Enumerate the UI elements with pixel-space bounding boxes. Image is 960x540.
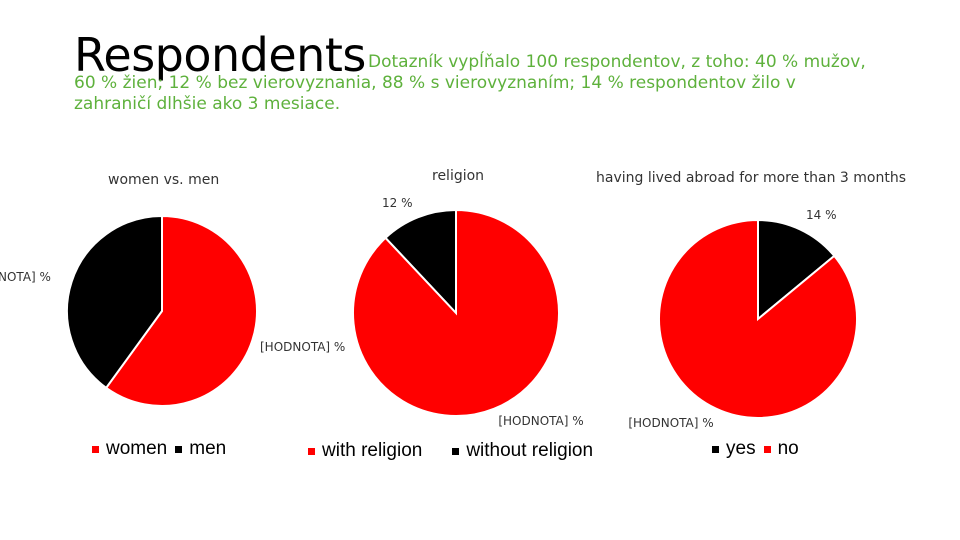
legend-swatch-women [92, 445, 99, 453]
pie-slice-with-religion [352, 208, 560, 417]
legend-item-without-religion: without religion [452, 440, 593, 462]
pie-slice-no [658, 218, 858, 419]
data-label-without-religion: 12 % [382, 196, 413, 210]
data-label-yes: 14 % [806, 208, 837, 222]
legend-label-women: women [106, 438, 168, 459]
legend-item-no: no [763, 438, 799, 460]
legend-gender: women men [92, 438, 234, 460]
page-subtitle: Dotazník vypĺňalo 100 respondentov, z to… [74, 52, 866, 114]
legend-swatch-yes [712, 445, 719, 453]
legend-label-with-religion: with religion [322, 440, 423, 461]
legend-swatch-men [175, 445, 183, 453]
legend-religion: with religion without religion [308, 440, 601, 462]
legend-label-without-religion: without religion [466, 440, 594, 461]
legend-item-yes: yes [712, 438, 756, 460]
legend-item-women: women [92, 438, 167, 460]
pie-slice-without-religion [384, 208, 457, 316]
pie-slice-yes [757, 218, 836, 322]
legend-label-men: men [189, 438, 227, 459]
pie-slice-men [66, 214, 163, 390]
page-title: Respondents [74, 28, 366, 82]
chart-title-religion: religion [432, 168, 485, 184]
legend-label-no: no [777, 438, 799, 459]
data-label-with-religion: [HODNOTA] % [260, 340, 346, 354]
legend-label-yes: yes [726, 438, 756, 459]
chart-title-abroad: having lived abroad for more than 3 mont… [596, 170, 907, 186]
legend-abroad: yes no [712, 438, 807, 460]
legend-swatch-without-religion [452, 447, 460, 455]
data-label-men: NOTA] % [0, 270, 51, 284]
legend-item-men: men [175, 438, 226, 460]
legend-item-with-religion: with religion [308, 440, 422, 462]
data-label-religion-extra: [HODNOTA] % [498, 414, 584, 428]
legend-swatch-no [763, 445, 771, 453]
legend-swatch-with-religion [308, 447, 315, 455]
chart-title-gender: women vs. men [108, 172, 220, 188]
pie-slice-women [104, 214, 258, 407]
data-label-no: [HODNOTA] % [628, 416, 714, 430]
